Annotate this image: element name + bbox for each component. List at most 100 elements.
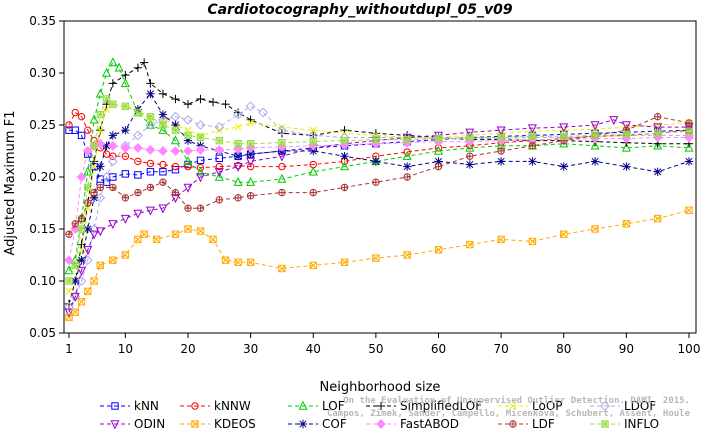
- data-point-fastabod: [132, 142, 143, 153]
- data-point-ldof: [145, 120, 156, 130]
- data-point-ldf: [146, 183, 155, 192]
- data-point-odin: [77, 266, 87, 276]
- data-point-cof: [309, 146, 318, 156]
- data-point-odin: [233, 162, 243, 172]
- x-tick-label: 70: [493, 342, 508, 356]
- series-line-odin: [68, 119, 689, 313]
- data-point-knnw: [71, 108, 79, 117]
- legend-marker: [509, 420, 517, 428]
- data-point-simplifiedlof: [146, 79, 155, 88]
- series-inflo: [65, 95, 693, 285]
- data-point-odin: [433, 131, 444, 141]
- data-point-odin: [145, 206, 155, 216]
- data-point-cof: [434, 157, 443, 166]
- data-point-ldf: [278, 188, 286, 197]
- plot-area: 0.05 0.10 0.15 0.20 0.25 0.30 0.35 1 10 20 30 40 50 6…: [29, 14, 700, 356]
- data-point-odin: [559, 123, 569, 133]
- data-point-inflo: [685, 127, 693, 135]
- legend-marker: [191, 420, 199, 428]
- data-point-odin: [95, 227, 105, 237]
- data-point-odin: [64, 308, 74, 318]
- data-point-knnw: [246, 162, 255, 171]
- data-point-inflo: [96, 110, 105, 119]
- data-point-cof: [108, 131, 118, 140]
- data-point-kdeos: [653, 214, 662, 223]
- data-point-inflo: [84, 183, 92, 192]
- series-line-knnw: [68, 111, 690, 169]
- y-tick-label: 0.10: [29, 274, 56, 288]
- data-point-knnw: [403, 148, 411, 156]
- data-point-odin: [120, 214, 130, 224]
- data-point-kdeos: [65, 313, 73, 322]
- data-point-ldof: [101, 172, 112, 182]
- data-point-kdeos: [196, 227, 205, 235]
- data-point-kdeos: [309, 261, 317, 270]
- data-point-ldf: [71, 220, 79, 228]
- data-point-fastabod: [120, 142, 131, 153]
- data-point-lof: [214, 171, 224, 181]
- data-point-loop: [215, 126, 223, 134]
- legend-item-simplifiedlof: SimplifiedLOF: [366, 399, 482, 413]
- data-point-kdeos: [246, 258, 255, 266]
- data-point-odin: [214, 168, 224, 178]
- data-point-simplifiedlof: [133, 63, 143, 72]
- y-tick-label: 0.05: [29, 326, 56, 340]
- data-point-inflo: [234, 140, 242, 148]
- data-point-cof: [622, 162, 631, 171]
- data-point-ldf: [653, 112, 662, 121]
- series-line-knn: [69, 129, 690, 183]
- data-point-cof: [121, 126, 130, 135]
- data-point-knn: [134, 171, 142, 179]
- data-point-cof: [653, 167, 662, 176]
- data-point-kdeos: [466, 240, 474, 249]
- data-point-ldf: [685, 119, 693, 127]
- data-point-odin: [70, 292, 80, 302]
- data-point-knn: [102, 178, 111, 186]
- data-point-knnw: [134, 157, 142, 166]
- data-point-kdeos: [71, 308, 79, 316]
- data-point-knn: [196, 156, 205, 165]
- data-point-ldf: [528, 142, 537, 150]
- data-point-fastabod: [195, 145, 206, 155]
- x-tick-label: 40: [306, 342, 321, 356]
- data-point-inflo: [309, 137, 317, 146]
- data-point-inflo: [622, 130, 631, 139]
- data-point-odin: [653, 123, 663, 133]
- data-point-knnw: [196, 163, 205, 172]
- legend-label: SimplifiedLOF: [400, 399, 482, 413]
- data-point-kdeos: [171, 230, 180, 238]
- data-point-simplifiedlof: [108, 79, 118, 88]
- x-tick-label: 50: [368, 342, 383, 356]
- data-point-lof: [145, 119, 155, 129]
- data-point-inflo: [591, 131, 599, 140]
- legend-label: INFLO: [624, 417, 659, 431]
- data-point-ldf: [96, 183, 105, 192]
- legend-marker: [376, 419, 386, 429]
- legend-marker: [600, 401, 610, 411]
- data-point-kdeos: [140, 230, 148, 238]
- legend-item-knnw: kNNW: [180, 399, 251, 413]
- data-point-lof: [183, 156, 193, 166]
- data-point-ldf: [372, 178, 380, 186]
- data-point-lof: [590, 140, 600, 150]
- data-point-kdeos: [560, 230, 568, 238]
- legend-marker: [298, 419, 308, 429]
- data-point-kdeos: [622, 220, 631, 228]
- series-fastabod: [64, 132, 694, 266]
- data-point-loop: [84, 204, 92, 212]
- legend-label: LOF: [322, 399, 345, 413]
- data-point-simplifiedlof: [277, 129, 287, 138]
- watermark-line-2: On the Evaluation of Unsupervised Outlie…: [343, 395, 690, 406]
- data-point-loop: [278, 123, 286, 131]
- data-point-ldf: [171, 188, 180, 197]
- series-line-loop: [68, 103, 690, 292]
- data-point-kdeos: [96, 261, 105, 270]
- data-point-kdeos: [152, 235, 161, 244]
- data-point-ldof: [214, 122, 225, 132]
- data-point-knn: [77, 131, 86, 140]
- data-point-inflo: [497, 133, 505, 142]
- data-point-lof: [433, 145, 444, 155]
- series-cof: [71, 89, 694, 286]
- data-point-ldf: [159, 178, 167, 186]
- data-point-fastabod: [214, 145, 225, 155]
